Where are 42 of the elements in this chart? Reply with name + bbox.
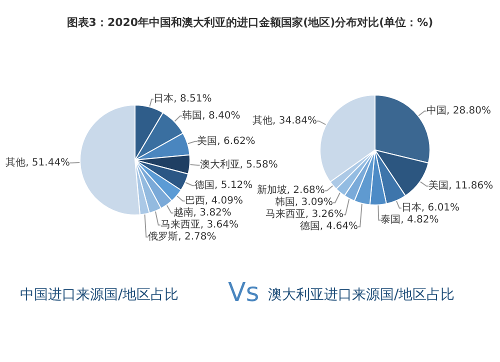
data-label: , 5.58% (240, 160, 278, 171)
data-label: , 51.44% (26, 157, 70, 168)
data-label: , 3.82% (193, 207, 232, 218)
data-label: , 4.82% (400, 214, 439, 226)
data-label: , 28.80% (446, 106, 492, 117)
data-label: , 3.64% (200, 219, 238, 230)
slice-label: 美国 (428, 180, 449, 192)
slice-label: 德国 (194, 180, 215, 192)
data-label: , 34.84% (272, 116, 318, 127)
data-label: , 2.78% (178, 231, 216, 242)
slice-label: 美国 (197, 134, 218, 147)
data-label: , 8.51% (174, 94, 212, 105)
data-label: , 3.26% (305, 209, 344, 220)
data-label: , 2.68% (286, 185, 325, 196)
slice-label: 越南 (173, 206, 194, 218)
data-label: , 5.12% (214, 180, 253, 192)
slice-label: 澳大利亚 (200, 158, 240, 171)
slice-label: 马来西亚 (265, 208, 306, 220)
chart-title: 图表3：2020年中国和澳大利亚的进口金额国家(地区)分布对比(单位：%) (66, 16, 434, 29)
text: 中国进口来源国/地区占比 (20, 287, 179, 303)
slice-label: 巴西 (184, 195, 205, 206)
data-label: , 3.09% (294, 197, 334, 208)
slice-label: 俄罗斯 (148, 230, 178, 242)
slice-label: 日本 (154, 92, 174, 105)
slice-label: 韩国 (182, 110, 202, 122)
data-label: , 4.64% (320, 221, 358, 232)
slice-label: 韩国 (274, 196, 295, 208)
data-label: , 11.86% (448, 180, 494, 192)
slice-label: 新加坡 (256, 184, 287, 196)
slice-label: 其他 (6, 156, 26, 168)
slice-label: 日本 (401, 202, 422, 214)
slice-label: 德国 (300, 221, 320, 232)
text: Vs (228, 278, 260, 308)
slice-label: 马来西亚 (160, 218, 200, 230)
data-label: , 4.09% (204, 195, 243, 206)
text: 澳大利亚进口来源国/地区占比 (268, 287, 455, 303)
data-label: , 6.01% (421, 202, 460, 214)
slice-label: 中国 (426, 104, 447, 117)
slice-label: 其他 (252, 114, 273, 127)
slice-label: 泰国 (380, 214, 401, 226)
data-label: , 6.62% (217, 136, 256, 147)
data-label: , 8.40% (202, 110, 240, 122)
